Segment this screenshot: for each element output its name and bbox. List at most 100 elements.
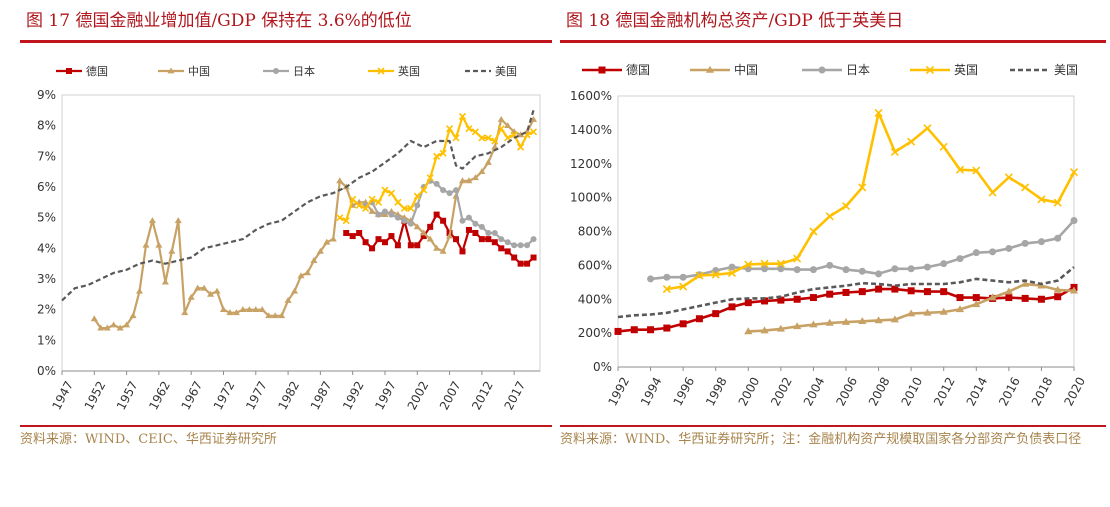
data-point [484,134,492,142]
data-point [465,226,472,233]
y-tick-label: 400% [578,292,612,306]
figure-17-chart: 0% 1% 2% 3% 4% 5% 6% 7% 8% 9% 1947 1952 1957 1962 1967… [37,64,541,412]
data-point [744,260,753,269]
data-point [517,260,524,267]
legend-label: 日本 [293,64,315,78]
data-point [647,275,655,283]
data-point [336,177,344,184]
data-point [744,327,753,335]
data-point-stroke-b [426,174,434,182]
data-point [1021,239,1029,247]
data-point [923,288,931,296]
x-axis-labels: 1947 1952 1957 1962 1967 1972 1977 1982 1987 1992… [49,371,528,412]
x-tick-label: 2000 [736,375,763,409]
data-point [679,320,687,328]
data-point [842,266,850,274]
data-point [776,324,785,332]
legend-marker [273,68,279,74]
data-point [485,230,492,236]
y-tick-label: 200% [578,326,612,340]
data-point-stroke-b [374,198,383,206]
x-tick-label: 2002 [768,375,795,409]
data-point [529,128,538,136]
data-point [972,249,980,257]
y-tick-label: 0% [593,360,612,374]
series-line-4 [617,266,1075,319]
data-point [907,265,915,273]
data-point-stroke-b [381,186,389,194]
data-point [907,309,916,317]
data-point [458,177,467,184]
data-point-stroke-b [471,128,479,136]
data-point [433,152,441,160]
data-point [375,211,382,218]
y-tick-label: 6% [37,180,56,194]
data-point [433,244,441,251]
data-point-stroke-b [695,271,704,280]
legend-label: 中国 [734,62,758,77]
data-point-stroke-b [793,254,802,263]
data-point [414,242,421,249]
data-point-stroke-b [407,204,415,213]
x-tick-label: 1962 [146,379,173,413]
data-point [271,312,279,319]
data-point [760,326,769,334]
x-tick-label: 2007 [437,379,464,413]
legend-label: 英国 [398,64,420,78]
data-point [245,306,253,313]
data-point [760,259,769,268]
legend-label: 美国 [1054,63,1078,77]
data-point [446,232,454,239]
data-point [504,248,511,255]
data-point [148,217,156,224]
data-point [110,321,118,328]
data-point [956,255,964,263]
data-point [809,227,818,236]
data-point-stroke-b [355,201,363,209]
data-point [504,122,512,129]
data-point [362,239,369,246]
x-tick-label: 2006 [833,375,860,409]
y-tick-label: 1200% [570,157,612,171]
data-point [530,254,537,261]
data-point [213,287,221,294]
data-point [1021,279,1030,287]
y-tick-label: 0% [37,364,56,378]
data-point [407,220,414,227]
legend-marker [705,65,715,73]
data-point [923,308,932,316]
data-point [439,149,447,157]
data-point-stroke-b [955,165,965,174]
x-tick-label: 1957 [114,379,141,413]
data-point [336,214,344,222]
figure-17-bottom-rule [20,425,552,427]
data-point-stroke-b [988,188,997,197]
data-point [1004,173,1013,182]
figure-18-chart: 0% 200% 400% 600% 800% 1000% 1200% 1400% 1600% 19… [570,62,1088,409]
data-point [381,239,388,246]
legend-label: 中国 [188,65,210,78]
data-point [1021,294,1029,302]
data-point [439,247,447,254]
data-point-stroke-b [1004,173,1013,182]
data-point [1021,183,1030,192]
data-point [219,306,228,313]
data-point [343,230,350,236]
data-point [511,242,518,249]
data-point [858,288,866,296]
data-point-stroke-b [1069,168,1079,177]
series-line-1 [93,118,535,330]
data-point [356,230,363,236]
data-point [711,270,720,279]
y-tick-label: 1400% [570,123,612,137]
data-point [1037,295,1045,303]
data-point-stroke-b [510,131,518,139]
data-point [374,198,383,206]
data-point [329,235,337,242]
data-point [446,125,454,133]
data-point [891,285,899,293]
data-point [907,287,915,295]
series-line-0 [345,213,535,265]
figure-18-bottom-rule [560,425,1106,427]
y-axis-labels: 0% 1% 2% 3% 4% 5% 6% 7% 8% 9% [37,88,56,378]
